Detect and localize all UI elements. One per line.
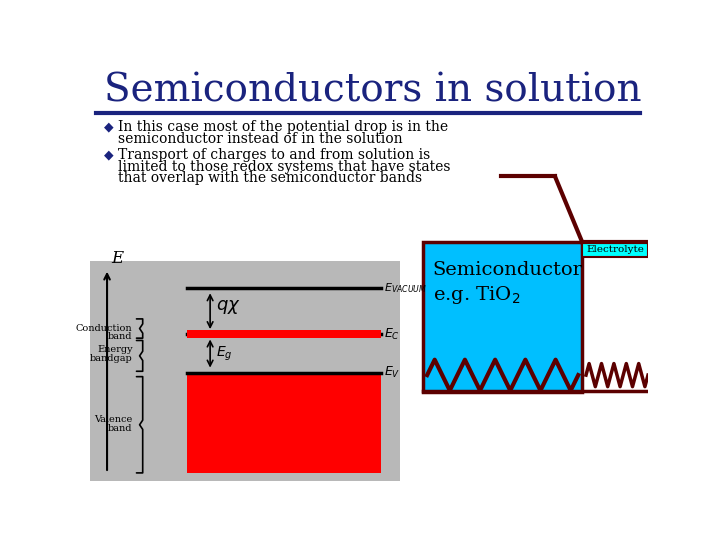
Text: Electrolyte: Electrolyte <box>586 245 644 254</box>
Text: Conduction: Conduction <box>76 323 132 333</box>
Text: band: band <box>108 332 132 341</box>
Bar <box>187 330 381 338</box>
Bar <box>187 373 381 473</box>
Text: e.g. TiO$_2$: e.g. TiO$_2$ <box>433 284 520 306</box>
Text: limited to those redox systems that have states: limited to those redox systems that have… <box>118 159 451 173</box>
Bar <box>90 261 400 481</box>
Text: Semiconductor: Semiconductor <box>433 261 582 279</box>
Text: $E_C$: $E_C$ <box>384 327 400 342</box>
Text: $E_{VACUUM}$: $E_{VACUUM}$ <box>384 281 427 295</box>
Text: that overlap with the semiconductor bands: that overlap with the semiconductor band… <box>118 171 422 185</box>
Text: $E_V$: $E_V$ <box>384 365 400 380</box>
Text: bandgap: bandgap <box>90 354 132 363</box>
Text: semiconductor instead of in the solution: semiconductor instead of in the solution <box>118 132 402 146</box>
Text: E: E <box>111 249 123 267</box>
Text: $E_g$: $E_g$ <box>216 345 233 363</box>
Text: In this case most of the potential drop is in the: In this case most of the potential drop … <box>118 120 448 134</box>
Text: ◆: ◆ <box>104 120 114 133</box>
Text: band: band <box>108 424 132 433</box>
Text: Transport of charges to and from solution is: Transport of charges to and from solutio… <box>118 148 430 162</box>
Text: $q\chi$: $q\chi$ <box>216 298 241 316</box>
Bar <box>582 242 648 257</box>
Text: Energy: Energy <box>97 345 132 354</box>
Text: Semiconductors in solution: Semiconductors in solution <box>104 72 642 110</box>
Text: ◆: ◆ <box>104 148 114 161</box>
Text: Valence: Valence <box>94 415 132 423</box>
Bar <box>423 242 582 392</box>
